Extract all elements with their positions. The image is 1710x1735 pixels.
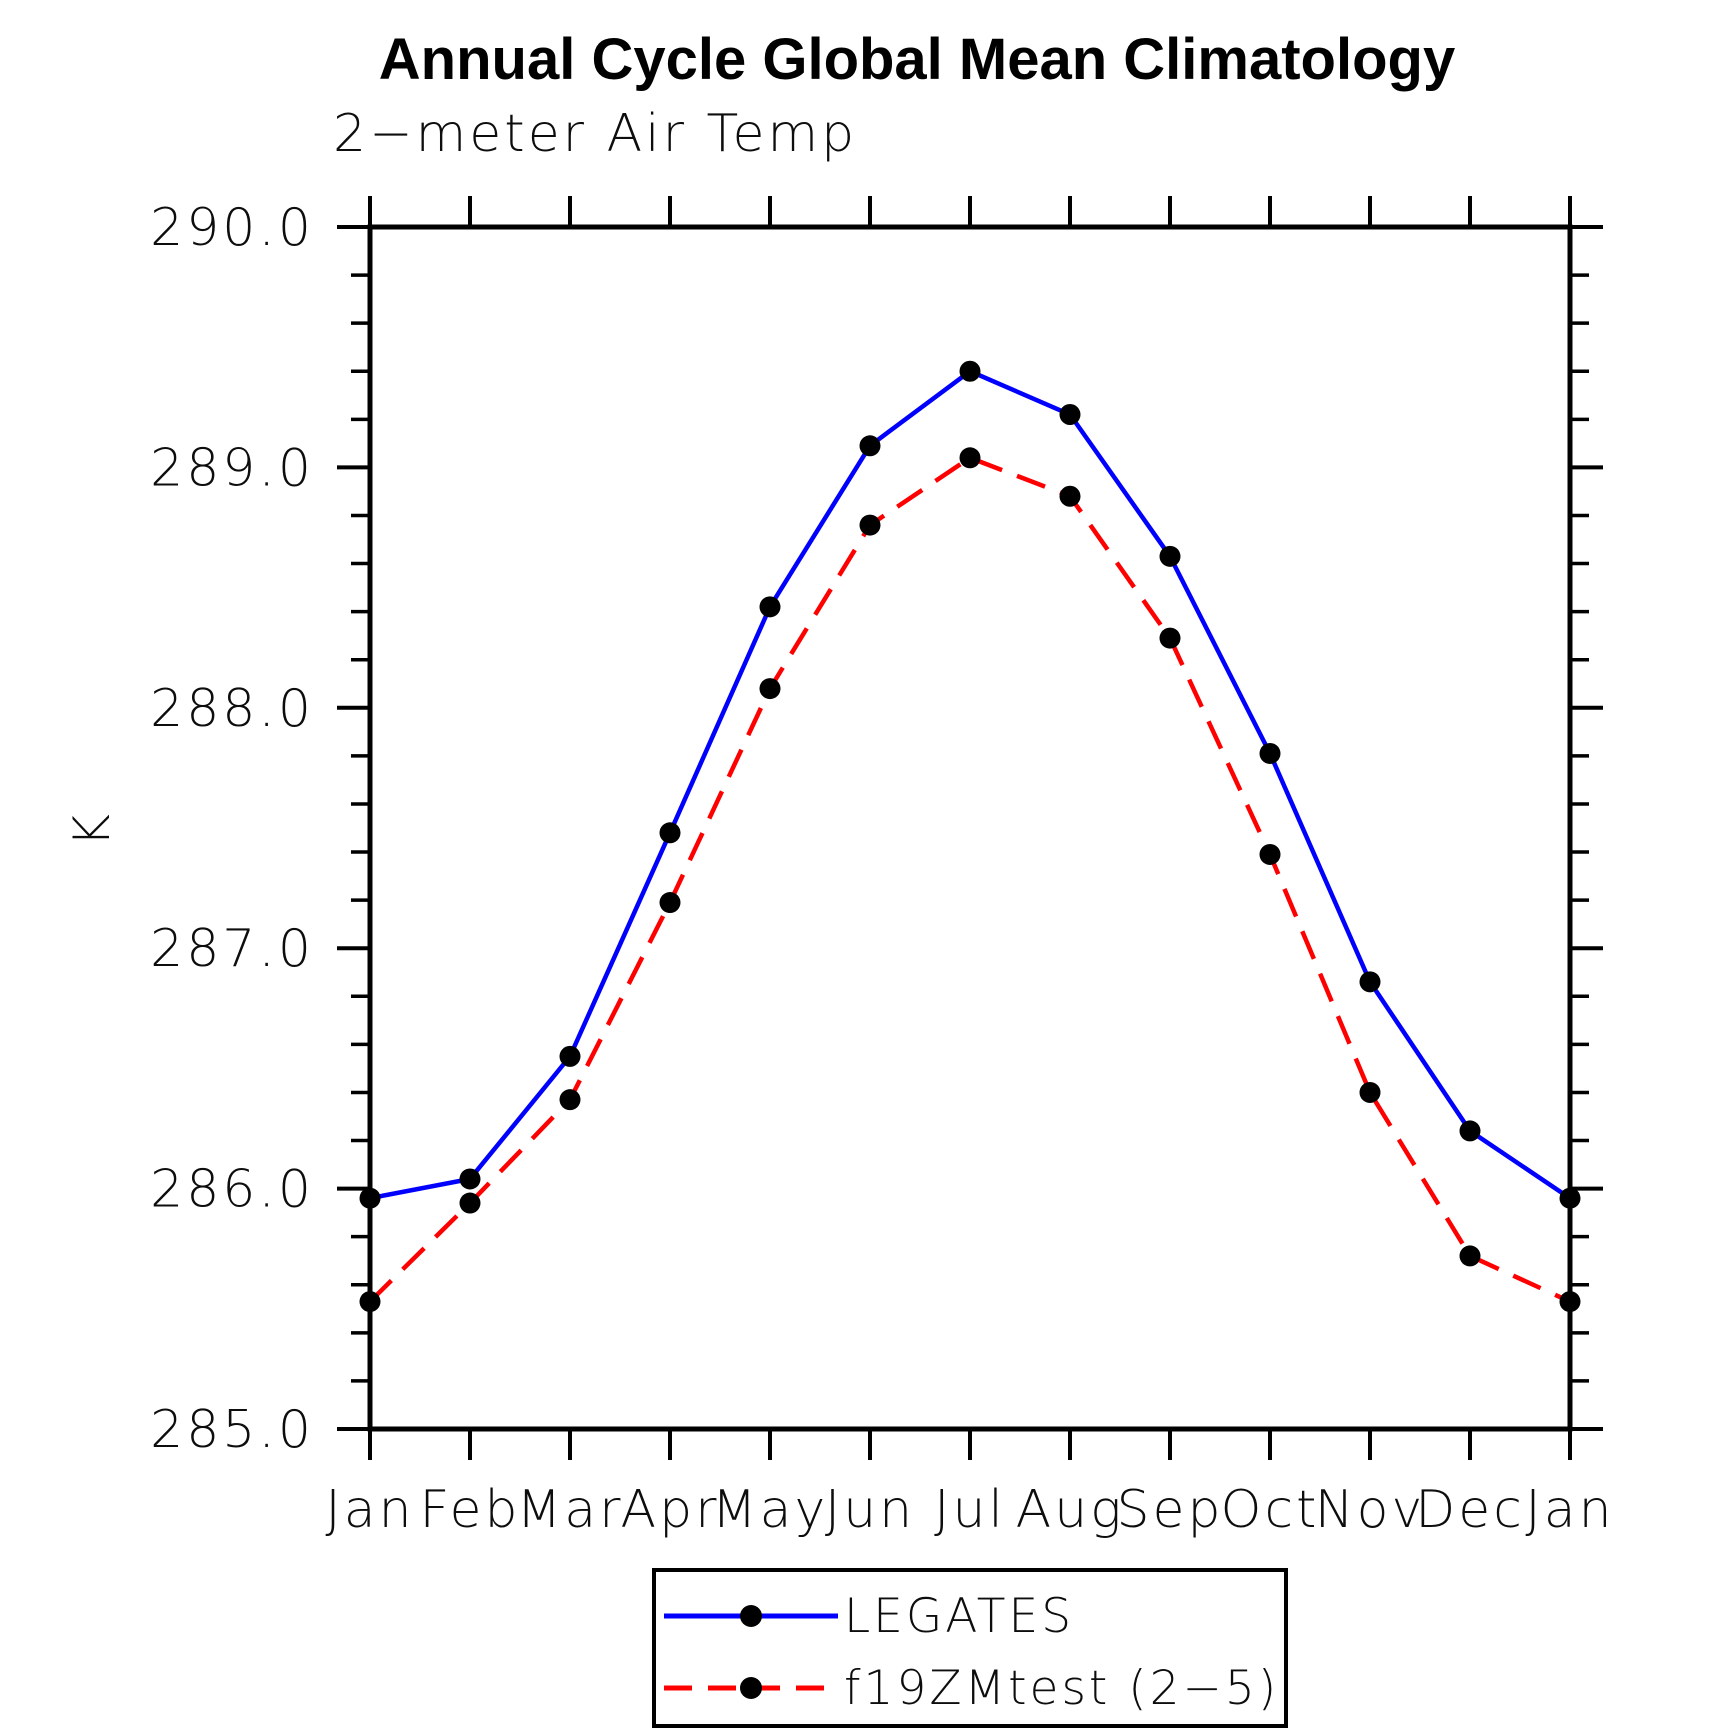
x-tick-label: Feb — [419, 1480, 520, 1540]
legend: LEGATES f19ZMtest (2−5) — [652, 1568, 1288, 1728]
legend-marker-icon — [740, 1677, 762, 1699]
legend-swatch-dashed-line — [664, 1677, 838, 1699]
data-point-marker — [459, 1168, 481, 1190]
x-tick-label: Oct — [1221, 1480, 1320, 1540]
series-line-1 — [368, 455, 1571, 1304]
y-tick-label: 290.0 — [150, 198, 314, 258]
data-point-marker — [1059, 485, 1081, 507]
x-tick-label: Jan — [1525, 1480, 1614, 1540]
legend-marker-icon — [740, 1605, 762, 1627]
data-point-marker — [1059, 404, 1081, 426]
x-tick-label: Dec — [1415, 1480, 1525, 1540]
y-tick-label: 288.0 — [150, 679, 314, 739]
y-tick-label: 289.0 — [150, 438, 314, 498]
data-point-marker — [959, 360, 981, 382]
data-point-marker — [759, 596, 781, 618]
x-tick-label: Jan — [325, 1480, 414, 1540]
x-tick-label: Aug — [1016, 1480, 1125, 1540]
x-tick-label: Mar — [516, 1480, 623, 1540]
legend-item-legates: LEGATES — [660, 1589, 1074, 1644]
data-point-marker — [1259, 843, 1281, 865]
data-point-marker — [1559, 1187, 1581, 1209]
legend-label-f19zmtest: f19ZMtest (2−5) — [844, 1660, 1280, 1716]
data-point-marker — [459, 1192, 481, 1214]
chart-subtitle: 2−meter Air Temp — [333, 104, 858, 164]
x-tick-label: Apr — [621, 1480, 720, 1540]
legend-item-f19zmtest: f19ZMtest (2−5) — [660, 1661, 1279, 1716]
chart-title: Annual Cycle Global Mean Climatology — [378, 27, 1456, 92]
legend-label-legates: LEGATES — [844, 1588, 1075, 1644]
data-point-marker — [1459, 1120, 1481, 1142]
x-tick-label: Sep — [1116, 1480, 1223, 1540]
plot-frame — [367, 224, 1573, 1432]
data-point-marker — [859, 435, 881, 457]
data-point-marker — [559, 1045, 581, 1067]
data-point-marker — [1359, 1081, 1381, 1103]
series-line-0 — [369, 368, 1572, 1201]
x-tick-label: Jul — [934, 1480, 1006, 1540]
data-point-marker — [1559, 1291, 1581, 1313]
y-tick-label: 285.0 — [150, 1400, 314, 1460]
y-tick-label: 286.0 — [150, 1160, 314, 1220]
y-tick-label: 287.0 — [150, 919, 314, 979]
data-point-marker — [659, 822, 681, 844]
data-point-marker — [1159, 627, 1181, 649]
data-point-marker — [659, 892, 681, 914]
data-point-marker — [1259, 742, 1281, 764]
data-point-marker — [359, 1187, 381, 1209]
data-point-marker — [559, 1089, 581, 1111]
data-point-marker — [759, 678, 781, 700]
data-point-marker — [1159, 545, 1181, 567]
data-point-marker — [359, 1291, 381, 1313]
legend-swatch-solid-line — [664, 1605, 838, 1627]
x-tick-label: Nov — [1315, 1480, 1426, 1540]
data-point-marker — [1359, 971, 1381, 993]
data-point-marker — [1459, 1245, 1481, 1267]
data-point-marker — [859, 514, 881, 536]
x-tick-label: May — [712, 1480, 829, 1540]
data-point-marker — [959, 447, 981, 469]
x-tick-label: Jun — [825, 1480, 915, 1540]
